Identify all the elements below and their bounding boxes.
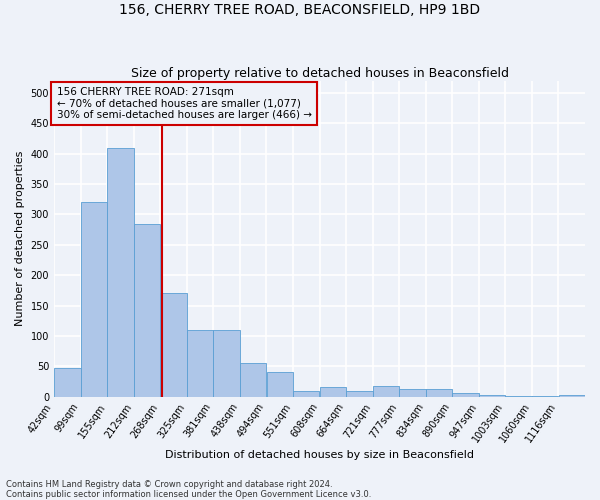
Bar xyxy=(479,395,505,397)
Bar xyxy=(505,396,532,397)
Bar xyxy=(266,372,293,397)
X-axis label: Distribution of detached houses by size in Beaconsfield: Distribution of detached houses by size … xyxy=(165,450,474,460)
Text: 156 CHERRY TREE ROAD: 271sqm
← 70% of detached houses are smaller (1,077)
30% of: 156 CHERRY TREE ROAD: 271sqm ← 70% of de… xyxy=(56,87,311,120)
Bar xyxy=(426,390,452,397)
Bar xyxy=(532,396,558,397)
Bar xyxy=(452,392,479,397)
Bar xyxy=(214,330,239,397)
Bar xyxy=(373,386,399,397)
Bar xyxy=(240,364,266,397)
Bar xyxy=(107,148,134,397)
Text: Contains HM Land Registry data © Crown copyright and database right 2024.
Contai: Contains HM Land Registry data © Crown c… xyxy=(6,480,371,499)
Bar xyxy=(160,294,187,397)
Y-axis label: Number of detached properties: Number of detached properties xyxy=(15,151,25,326)
Bar xyxy=(346,392,373,397)
Bar xyxy=(559,395,585,397)
Bar xyxy=(134,224,160,397)
Text: 156, CHERRY TREE ROAD, BEACONSFIELD, HP9 1BD: 156, CHERRY TREE ROAD, BEACONSFIELD, HP9… xyxy=(119,2,481,16)
Bar xyxy=(81,202,107,397)
Title: Size of property relative to detached houses in Beaconsfield: Size of property relative to detached ho… xyxy=(131,66,509,80)
Bar xyxy=(320,387,346,397)
Bar xyxy=(293,392,319,397)
Bar xyxy=(400,390,425,397)
Bar xyxy=(55,368,80,397)
Bar xyxy=(187,330,213,397)
